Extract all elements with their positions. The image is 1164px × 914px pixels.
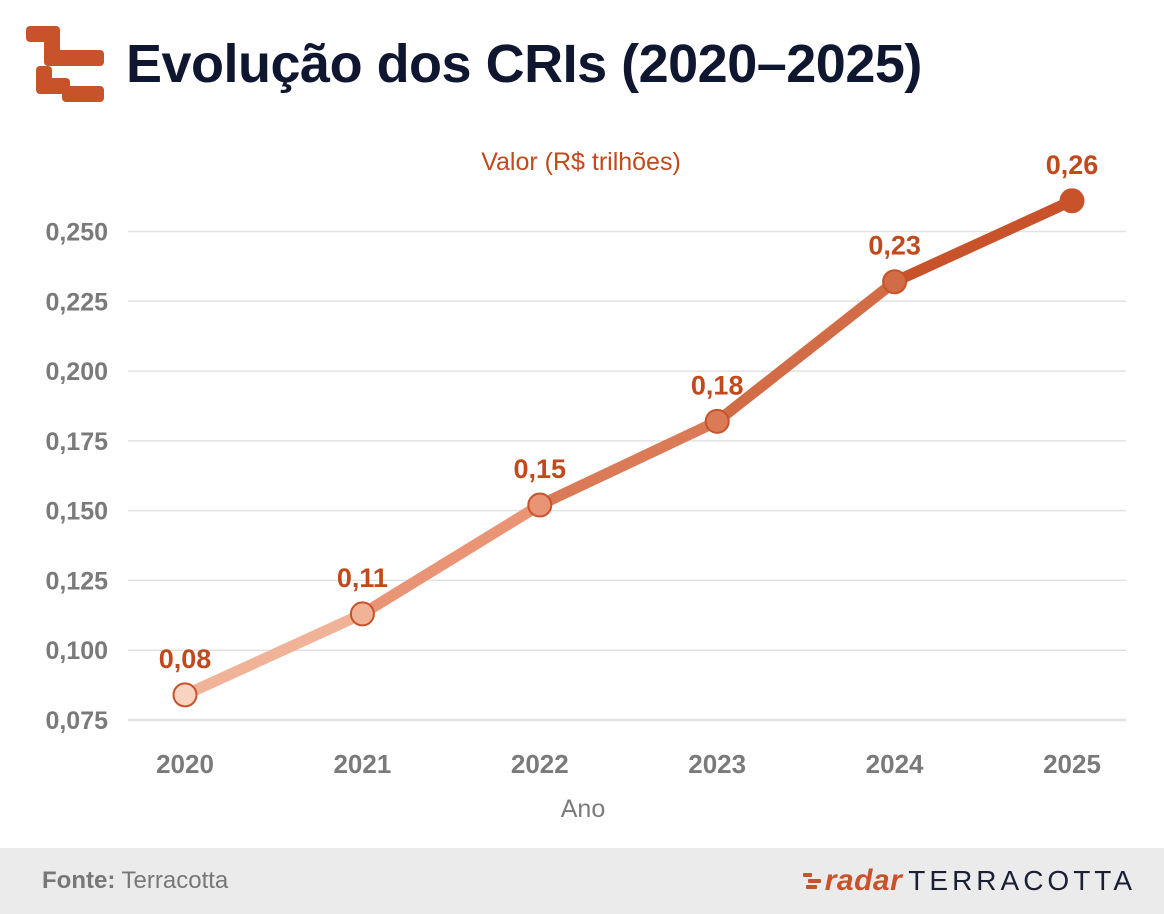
footer: Fonte: Terracotta radar TERRACOTTA: [0, 848, 1164, 914]
line-segment: [889, 195, 1078, 288]
data-point: [527, 492, 553, 518]
data-label: 0,18: [691, 370, 744, 400]
series-label: Valor (R$ trilhões): [481, 148, 681, 176]
source-label: Fonte:: [42, 867, 116, 894]
data-point: [1059, 188, 1085, 214]
data-label: 0,11: [337, 563, 388, 593]
data-label: 0,08: [159, 644, 212, 674]
source-note: Fonte: Terracotta: [42, 867, 228, 895]
data-label: 0,23: [868, 231, 921, 261]
data-point: [349, 601, 375, 627]
x-axis-title: Ano: [561, 795, 605, 823]
data-point: [172, 682, 198, 708]
source-value: Terracotta: [121, 867, 229, 894]
data-label: 0,15: [514, 454, 567, 484]
line-segment: [534, 415, 723, 511]
y-tick-label: 0,150: [45, 498, 108, 526]
x-tick-label: 2020: [156, 749, 214, 779]
y-tick-label: 0,100: [45, 637, 108, 665]
radar-logo-icon: [802, 873, 821, 889]
x-tick-label: 2025: [1043, 749, 1101, 779]
chart-title: Evolução dos CRIs (2020–2025): [126, 34, 922, 94]
data-point: [882, 269, 908, 295]
brand-logo: radar TERRACOTTA: [802, 864, 1136, 898]
line-chart: 0,075 0,100 0,125 0,150 0,175 0,200 0,225 0,250…: [45, 148, 1126, 823]
y-tick-label: 0,250: [45, 218, 108, 246]
y-tick-label: 0,075: [45, 707, 108, 735]
x-tick-label: 2021: [333, 749, 391, 779]
line-segment: [356, 499, 546, 620]
terracotta-logo-icon: [26, 26, 104, 102]
line-segment: [179, 608, 368, 701]
y-tick-label: 0,175: [45, 428, 108, 456]
y-tick-label: 0,200: [45, 358, 108, 386]
y-tick-label: 0,125: [45, 567, 108, 595]
x-tick-label: 2024: [866, 749, 924, 779]
data-label: 0,26: [1046, 150, 1099, 180]
brand-name: TERRACOTTA: [908, 865, 1136, 896]
brand-radar: radar: [824, 864, 903, 897]
chart-header: Evolução dos CRIs (2020–2025): [26, 24, 922, 104]
y-tick-label: 0,225: [45, 288, 108, 316]
x-tick-label: 2023: [688, 749, 746, 779]
line-segment: [711, 276, 901, 427]
x-tick-label: 2022: [511, 749, 569, 779]
data-point: [704, 408, 730, 434]
